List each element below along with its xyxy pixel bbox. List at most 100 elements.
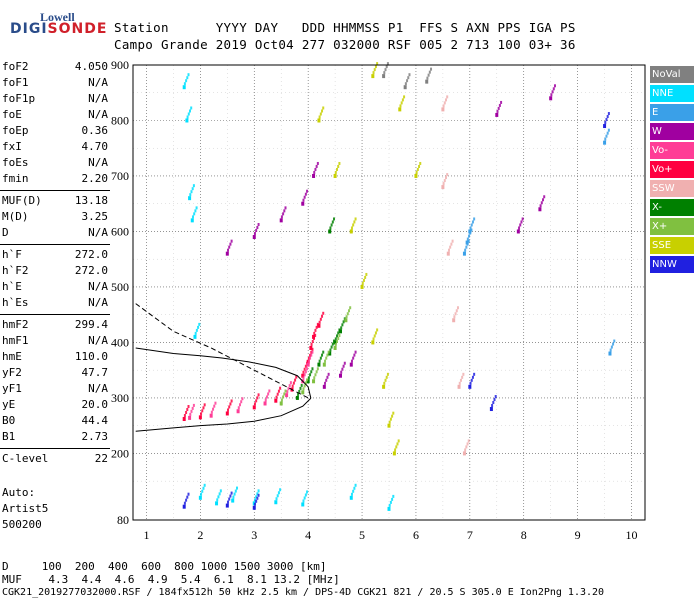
- param-row: yF2 47.7: [2, 366, 108, 382]
- data-point-trace: [253, 402, 256, 406]
- data-point-trace: [307, 376, 310, 380]
- param-value: 299.4: [74, 318, 108, 331]
- param-separator: [0, 190, 110, 191]
- param-value: N/A: [88, 382, 108, 395]
- data-point-trace: [336, 334, 339, 338]
- data-point-trace: [186, 115, 189, 119]
- data-point-trace: [307, 356, 310, 360]
- data-point-trace: [190, 106, 193, 110]
- data-point-trace: [313, 376, 316, 380]
- data-point-trace: [311, 350, 314, 354]
- data-point-trace: [464, 448, 467, 452]
- data-point: [495, 112, 499, 117]
- param-row: h`E N/A: [2, 280, 108, 296]
- data-point: [468, 384, 472, 389]
- param-label: h`E: [2, 280, 22, 293]
- x-tick-label: 3: [251, 528, 257, 542]
- data-point-trace: [287, 387, 290, 391]
- data-point-trace: [494, 395, 497, 399]
- data-point-trace: [194, 331, 197, 335]
- param-value: 0.36: [81, 124, 109, 137]
- data-point-trace: [236, 486, 239, 490]
- data-point: [225, 503, 229, 508]
- data-point-trace: [353, 220, 356, 224]
- data-point-trace: [334, 342, 337, 346]
- data-point-trace: [341, 323, 344, 327]
- data-point: [465, 240, 469, 245]
- data-point-trace: [316, 161, 319, 165]
- data-point-trace: [470, 223, 473, 227]
- data-point: [279, 401, 283, 406]
- data-point: [312, 379, 316, 384]
- data-point: [344, 318, 348, 323]
- data-point-trace: [539, 204, 542, 208]
- data-point-trace: [267, 392, 270, 396]
- data-point-trace: [446, 173, 449, 177]
- footer-file-info: CGK21_2019277032000.RSF / 184fx512h 50 k…: [2, 587, 605, 598]
- param-value: 3.25: [81, 210, 109, 223]
- data-point-trace: [400, 101, 403, 105]
- data-point-trace: [613, 339, 616, 343]
- data-point-trace: [295, 375, 298, 379]
- data-point-trace: [187, 405, 190, 409]
- param-value: 2.73: [81, 430, 109, 443]
- data-point-trace: [275, 395, 278, 399]
- data-point-trace: [493, 398, 496, 402]
- data-point: [306, 362, 310, 367]
- data-point-trace: [349, 306, 352, 310]
- data-point-trace: [334, 170, 337, 174]
- data-point-trace: [361, 281, 364, 285]
- data-point-trace: [212, 407, 215, 411]
- data-point-trace: [444, 98, 447, 102]
- data-point: [360, 284, 364, 289]
- param-value: 13.18: [74, 194, 108, 207]
- data-point: [328, 229, 332, 234]
- auto-label: Auto:: [2, 486, 36, 499]
- data-point-trace: [187, 492, 190, 496]
- data-point-trace: [322, 106, 325, 110]
- data-point-trace: [190, 409, 193, 413]
- data-point: [279, 218, 283, 223]
- data-point-trace: [316, 367, 319, 371]
- legend-item: NoVal: [650, 66, 694, 83]
- data-point-trace: [520, 220, 523, 224]
- data-point: [608, 351, 612, 356]
- data-point-trace: [325, 356, 328, 360]
- data-point-trace: [384, 378, 387, 382]
- data-point: [301, 201, 305, 206]
- data-point-trace: [284, 206, 287, 210]
- y-tick-label: 600: [111, 224, 129, 238]
- data-point-trace: [319, 356, 322, 360]
- data-point: [457, 384, 461, 389]
- param-row: B0 44.4: [2, 414, 108, 430]
- data-point-trace: [280, 215, 283, 219]
- data-point-trace: [471, 220, 474, 224]
- data-point-trace: [336, 167, 339, 171]
- data-point-trace: [498, 103, 501, 107]
- data-point: [387, 423, 391, 428]
- data-point: [425, 79, 429, 84]
- data-point-trace: [372, 337, 375, 341]
- data-point-trace: [385, 65, 388, 69]
- data-point-trace: [201, 409, 204, 413]
- param-value: N/A: [88, 92, 108, 105]
- data-point-trace: [229, 402, 232, 406]
- data-point-trace: [275, 497, 278, 501]
- data-point-trace: [283, 209, 286, 213]
- data-point-trace: [195, 328, 198, 332]
- data-point-trace: [394, 448, 397, 452]
- data-point-trace: [280, 398, 283, 402]
- data-point: [468, 229, 472, 234]
- data-point: [371, 74, 375, 79]
- data-point-trace: [192, 403, 195, 407]
- data-point-trace: [451, 239, 454, 243]
- data-point-trace: [352, 356, 355, 360]
- data-point-trace: [192, 184, 195, 188]
- data-point-trace: [392, 411, 395, 415]
- data-point-trace: [330, 223, 333, 227]
- data-point-trace: [447, 248, 450, 252]
- data-point: [182, 504, 186, 509]
- data-point-trace: [310, 342, 313, 346]
- chart-ticks: 1 2 3 4 5 6 7 8 9 10 80 200 300 400 500 600 700 800 900: [111, 58, 638, 542]
- data-point: [603, 140, 607, 145]
